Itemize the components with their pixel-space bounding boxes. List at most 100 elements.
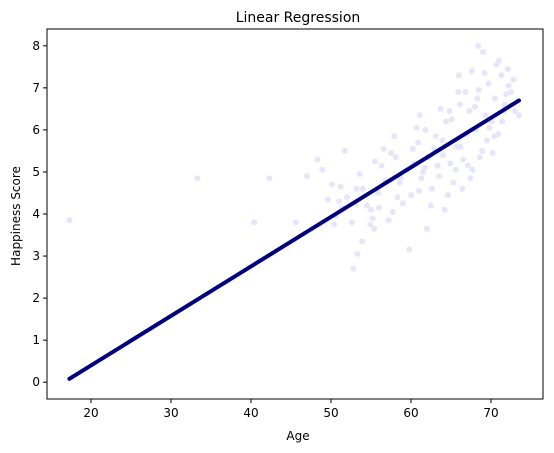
scatter-point bbox=[440, 152, 446, 159]
y-tick-label: 7 bbox=[32, 81, 40, 95]
y-tick-label: 6 bbox=[32, 123, 40, 137]
scatter-point bbox=[432, 133, 439, 140]
scatter-point bbox=[353, 185, 360, 192]
y-tick-label: 0 bbox=[32, 375, 40, 389]
scatter-point bbox=[462, 89, 469, 96]
scatter-point bbox=[378, 162, 385, 169]
scatter-point bbox=[498, 72, 505, 79]
scatter-point bbox=[391, 133, 398, 140]
regression-line-group bbox=[67, 98, 521, 381]
scatter-point bbox=[424, 225, 430, 232]
x-tick-label: 40 bbox=[243, 406, 258, 420]
scatter-point bbox=[304, 173, 310, 180]
scatter-point bbox=[503, 91, 510, 98]
scatter-point bbox=[337, 183, 344, 190]
scatter-point bbox=[443, 118, 450, 125]
scatter-point bbox=[469, 166, 476, 173]
y-axis-label: Happiness Score bbox=[9, 166, 23, 266]
scatter-point bbox=[416, 112, 423, 119]
scatter-point bbox=[394, 194, 401, 201]
scatter-point bbox=[484, 137, 490, 144]
scatter-point bbox=[441, 206, 448, 213]
scatter-point bbox=[292, 219, 299, 226]
scatter-point bbox=[376, 204, 382, 211]
scatter-point bbox=[400, 200, 406, 207]
y-tick-label: 2 bbox=[32, 291, 40, 305]
scatter-point bbox=[388, 150, 394, 157]
scatter-point bbox=[489, 150, 496, 157]
scatter-point bbox=[493, 61, 500, 68]
scatter-point bbox=[375, 189, 382, 196]
scatter-point bbox=[418, 175, 425, 182]
scatter-point bbox=[508, 89, 514, 96]
scatter-point bbox=[66, 217, 73, 224]
scatter-point bbox=[392, 154, 399, 161]
scatter-point bbox=[447, 160, 454, 167]
scatter-point bbox=[475, 42, 482, 49]
scatter-point bbox=[415, 139, 422, 146]
scatter-point bbox=[466, 107, 473, 114]
scatter-point bbox=[266, 175, 273, 182]
scatter-point bbox=[485, 80, 492, 87]
scatter-point bbox=[481, 70, 488, 77]
x-tick-label: 70 bbox=[483, 406, 498, 420]
y-tick-label: 5 bbox=[32, 165, 40, 179]
x-tick-label: 30 bbox=[163, 406, 178, 420]
scatter-point bbox=[479, 147, 486, 154]
scatter-point bbox=[372, 158, 378, 165]
scatter-point bbox=[428, 202, 434, 209]
y-tick-label: 1 bbox=[32, 333, 40, 347]
scatter-point bbox=[364, 202, 370, 209]
scatter-point bbox=[499, 118, 506, 125]
scatter-point bbox=[194, 175, 201, 182]
scatter-point bbox=[510, 76, 517, 83]
scatter-point bbox=[422, 126, 429, 133]
scatter-point bbox=[350, 265, 357, 272]
scatter-point bbox=[389, 208, 396, 215]
scatter-point bbox=[456, 101, 463, 108]
scatter-point bbox=[492, 95, 498, 102]
scatter-points bbox=[66, 42, 522, 272]
scatter-point bbox=[480, 49, 486, 56]
x-tick-label: 50 bbox=[323, 406, 338, 420]
scatter-point bbox=[450, 179, 457, 186]
x-tick-label: 60 bbox=[403, 406, 418, 420]
scatter-point bbox=[428, 185, 435, 192]
scatter-point bbox=[251, 219, 258, 226]
scatter-point bbox=[348, 219, 355, 226]
scatter-point bbox=[369, 215, 376, 222]
scatter-point bbox=[420, 168, 426, 175]
scatter-point bbox=[448, 116, 455, 123]
scatter-point bbox=[486, 124, 493, 131]
scatter-point bbox=[472, 103, 478, 110]
scatter-point bbox=[457, 143, 464, 150]
scatter-point bbox=[460, 156, 466, 163]
scatter-point bbox=[476, 154, 483, 161]
scatter-point bbox=[437, 105, 444, 112]
scatter-point bbox=[380, 145, 387, 152]
x-tick-label: 20 bbox=[83, 406, 98, 420]
scatter-point bbox=[406, 246, 413, 253]
scatter-point bbox=[368, 206, 374, 213]
scatter-point bbox=[446, 107, 453, 114]
scatter-point bbox=[371, 225, 378, 232]
scatter-point bbox=[455, 89, 462, 96]
scatter-point bbox=[512, 107, 518, 114]
scatter-point bbox=[459, 185, 466, 192]
y-tick-label: 4 bbox=[32, 207, 40, 221]
scatter-point bbox=[314, 156, 321, 163]
scatter-point bbox=[341, 147, 348, 154]
scatter-point bbox=[464, 162, 471, 169]
scatter-point bbox=[468, 68, 475, 75]
scatter-point bbox=[505, 82, 512, 89]
scatter-point bbox=[434, 162, 441, 169]
scatter-point bbox=[409, 145, 416, 152]
scatter-point bbox=[413, 124, 420, 131]
x-axis-ticks: 20 30 40 50 60 70 bbox=[83, 399, 499, 420]
scatter-point bbox=[359, 238, 366, 245]
y-axis-ticks: 0 1 2 3 4 5 6 7 8 bbox=[32, 39, 47, 389]
scatter-point bbox=[467, 175, 474, 182]
scatter-point bbox=[336, 198, 342, 205]
scatter-point bbox=[436, 173, 442, 180]
scatter-point bbox=[324, 196, 331, 203]
